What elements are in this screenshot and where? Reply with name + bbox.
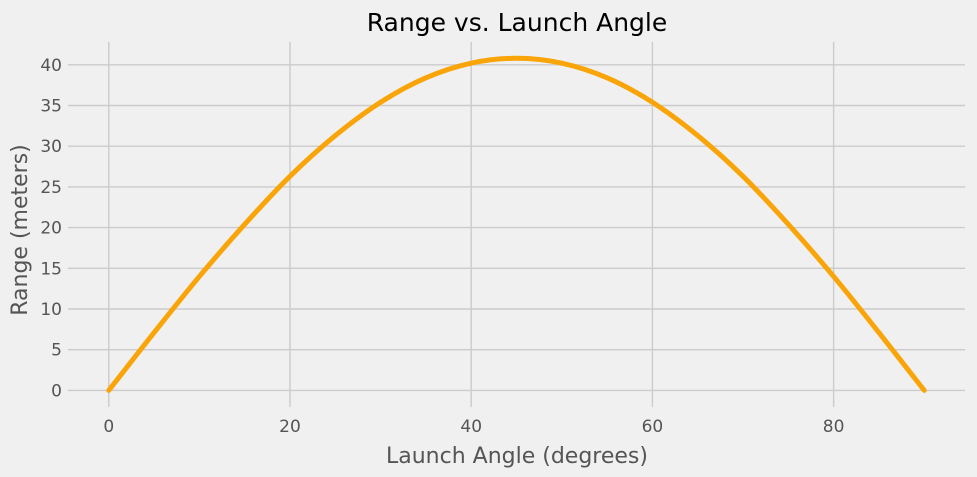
y-tick-label: 5	[51, 341, 62, 361]
x-axis-label: Launch Angle (degrees)	[386, 444, 648, 469]
y-tick-label: 40	[40, 56, 62, 76]
x-tick-label: 60	[642, 417, 664, 437]
series-line-range	[106, 55, 927, 393]
x-tick-label: 80	[823, 417, 845, 437]
y-tick-label: 35	[40, 96, 62, 116]
y-tick-label: 20	[40, 219, 62, 239]
x-tick-label: 20	[279, 417, 301, 437]
tick-labels: 0 20 40 60 80 0 5 10 15 20 25 30 35 40	[40, 56, 844, 437]
y-axis-label: Range (meters)	[8, 144, 33, 316]
y-tick-label: 10	[40, 300, 62, 320]
y-tick-label: 30	[40, 137, 62, 157]
x-tick-label: 40	[460, 417, 482, 437]
y-tick-label: 15	[40, 259, 62, 279]
series-layer	[106, 55, 927, 393]
x-tick-label: 0	[103, 417, 114, 437]
chart-title: Range vs. Launch Angle	[367, 8, 668, 37]
grid-lines	[68, 42, 965, 407]
y-tick-label: 0	[51, 381, 62, 401]
y-tick-label: 25	[40, 178, 62, 198]
